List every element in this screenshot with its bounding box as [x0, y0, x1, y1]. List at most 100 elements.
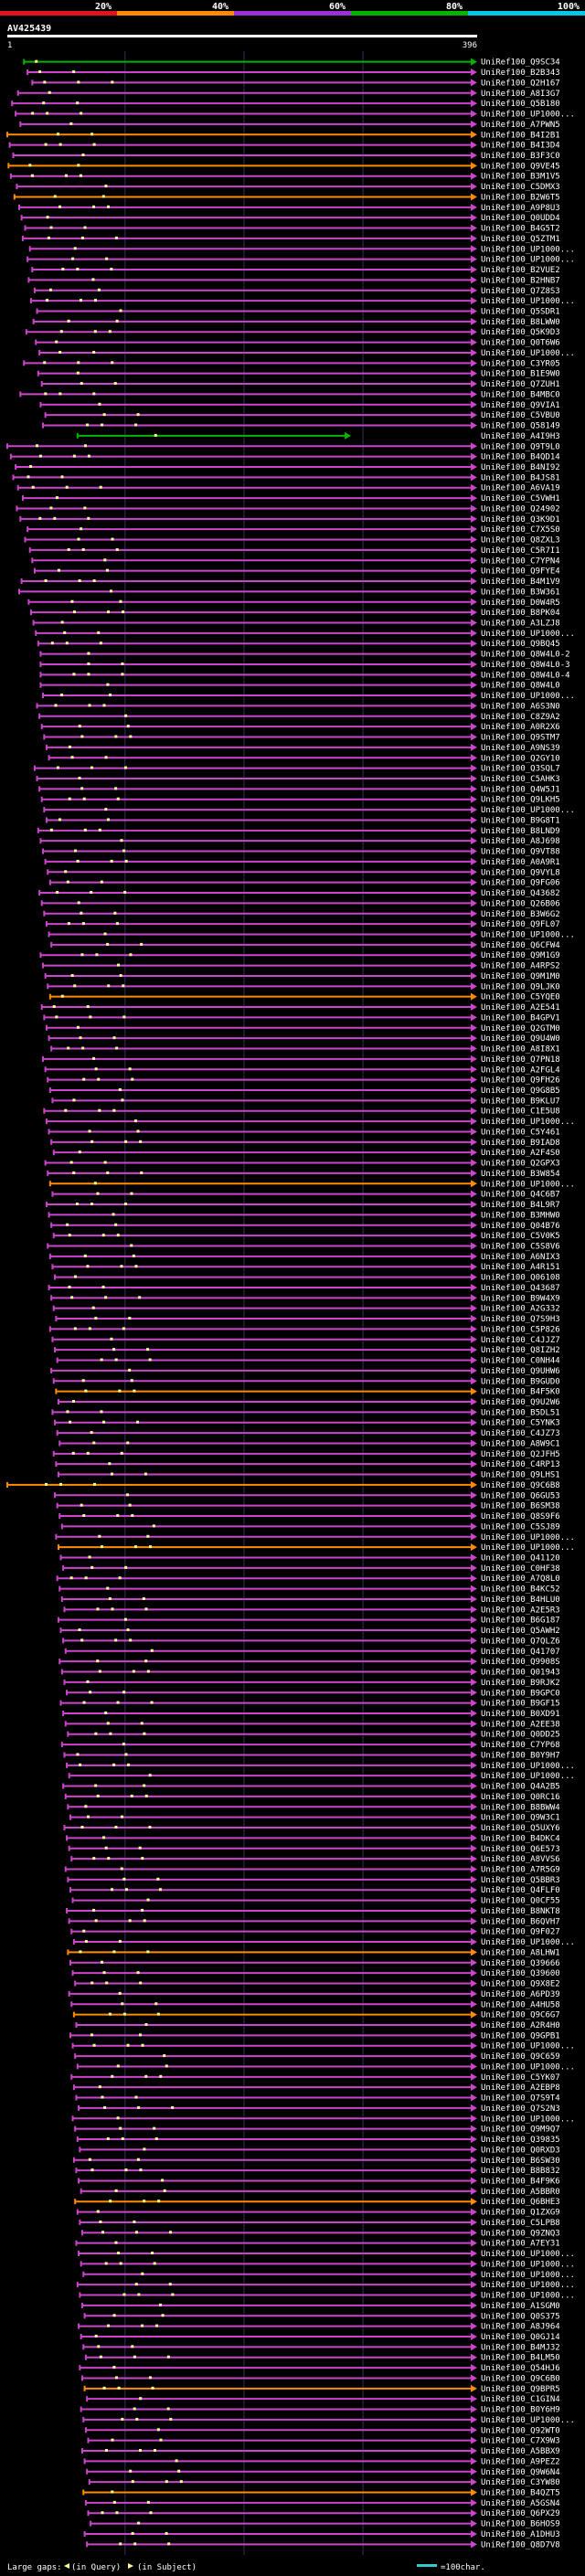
hit-label[interactable]: UniRef100_C4JZ73 [481, 1429, 560, 1438]
hit-row[interactable]: UniRef100_Q9908S [58, 1658, 560, 1667]
hit-row[interactable]: UniRef100_Q8W4L0-2 [39, 650, 570, 660]
hit-row[interactable]: UniRef100_C0HF38 [62, 1564, 560, 1574]
hit-row[interactable]: UniRef100_A6PD39 [68, 1989, 560, 1999]
hit-label[interactable]: UniRef100_A0R2X6 [481, 723, 560, 732]
hit-label[interactable]: UniRef100_Q0RC16 [481, 1793, 560, 1802]
hit-label[interactable]: UniRef100_B4JS81 [481, 473, 560, 482]
hit-row[interactable]: UniRef100_B4HLU0 [60, 1595, 560, 1605]
hit-row[interactable]: UniRef100_A6NIX3 [48, 1252, 560, 1262]
hit-row[interactable]: UniRef100_Q04B76 [50, 1221, 560, 1231]
hit-row[interactable]: UniRef100_C7X9W3 [87, 2436, 560, 2446]
hit-label[interactable]: UniRef100_UP1000... [481, 2260, 575, 2269]
hit-row[interactable]: UniRef100_Q9W6N4 [86, 2467, 560, 2477]
hit-label[interactable]: UniRef100_Q6PX29 [481, 2509, 560, 2518]
hit-label[interactable]: UniRef100_C5R7I1 [481, 546, 560, 556]
hit-label[interactable]: UniRef100_Q5AWH2 [481, 1627, 560, 1636]
hit-label[interactable]: UniRef100_C5VBU0 [481, 411, 560, 420]
hit-label[interactable]: UniRef100_Q41120 [481, 1553, 560, 1563]
hit-label[interactable]: UniRef100_UP1000... [481, 1772, 575, 1781]
hit-row[interactable]: UniRef100_C8Z9A2 [38, 712, 560, 722]
hit-label[interactable]: UniRef100_UP1000... [481, 2062, 575, 2072]
hit-row[interactable]: UniRef100_B4I3D4 [8, 141, 560, 151]
hit-row[interactable]: UniRef100_Q01943 [60, 1668, 560, 1678]
hit-label[interactable]: UniRef100_A8W9C1 [481, 1439, 560, 1448]
hit-row[interactable]: UniRef100_Q54HJ6 [79, 2364, 560, 2373]
hit-row[interactable]: UniRef100_UP1000... [45, 1118, 575, 1127]
hit-row[interactable]: UniRef100_A1DHU3 [83, 2529, 560, 2539]
hit-label[interactable]: UniRef100_UP1000... [481, 245, 575, 254]
hit-label[interactable]: UniRef100_B2B343 [481, 69, 560, 78]
hit-label[interactable]: UniRef100_A9PEZ2 [481, 2457, 560, 2466]
hit-label[interactable]: UniRef100_Q9C6G7 [481, 2011, 560, 2020]
hit-row[interactable]: UniRef100_Q9BQ45 [37, 640, 560, 649]
hit-label[interactable]: UniRef100_C5AHK3 [481, 775, 560, 784]
hit-row[interactable]: UniRef100_UP1000... [48, 1180, 575, 1189]
hit-label[interactable]: UniRef100_B4F9K6 [481, 2177, 560, 2186]
hit-row[interactable]: UniRef100_UP1000... [27, 255, 575, 265]
hit-row[interactable]: UniRef100_Q9F027 [70, 1927, 560, 1937]
hit-row[interactable]: UniRef100_UP1000... [35, 629, 575, 639]
hit-row[interactable]: UniRef100_Q2GY10 [48, 754, 560, 763]
hit-row[interactable]: UniRef100_A2G332 [52, 1304, 560, 1314]
hit-row[interactable]: UniRef100_B2B343 [27, 69, 560, 78]
hit-label[interactable]: UniRef100_A8LHW1 [481, 1948, 560, 1957]
hit-label[interactable]: UniRef100_UP1000... [481, 2271, 575, 2280]
hit-label[interactable]: UniRef100_UP1000... [481, 1180, 575, 1189]
hit-row[interactable]: UniRef100_B8B832 [75, 2167, 560, 2176]
hit-label[interactable]: UniRef100_Q9FL07 [481, 920, 560, 929]
hit-row[interactable]: UniRef100_C4JZ73 [56, 1429, 560, 1438]
hit-row[interactable]: UniRef100_A8LHW1 [67, 1948, 560, 1957]
hit-label[interactable]: UniRef100_Q9T9L0 [481, 442, 560, 451]
hit-row[interactable]: UniRef100_B4JS81 [12, 473, 560, 482]
hit-label[interactable]: UniRef100_Q0GJ14 [481, 2333, 560, 2342]
hit-row[interactable]: UniRef100_UP1000... [66, 1761, 575, 1771]
hit-label[interactable]: UniRef100_B3M1V5 [481, 173, 560, 182]
hit-row[interactable]: UniRef100_Q8ZXL3 [24, 535, 560, 546]
hit-row[interactable]: UniRef100_A5BBX9 [80, 2447, 560, 2456]
hit-row[interactable]: UniRef100_Q6BHE3 [74, 2198, 560, 2207]
hit-label[interactable]: UniRef100_Q9908S [481, 1658, 560, 1667]
hit-row[interactable]: UniRef100_B8LND9 [37, 826, 560, 836]
hit-label[interactable]: UniRef100_Q9W6N4 [481, 2468, 560, 2477]
hit-label[interactable]: UniRef100_B8BWW4 [481, 1803, 560, 1812]
hit-label[interactable]: UniRef100_UP1000... [481, 2115, 575, 2124]
hit-label[interactable]: UniRef100_Q58149 [481, 422, 560, 431]
hit-row[interactable]: UniRef100_B4GPV1 [43, 1013, 560, 1023]
hit-label[interactable]: UniRef100_A7PWN5 [481, 121, 560, 130]
hit-row[interactable]: UniRef100_B9W4X9 [50, 1294, 560, 1303]
hit-row[interactable]: UniRef100_A8J698 [39, 837, 560, 846]
hit-row[interactable]: UniRef100_UP1000... [15, 110, 575, 120]
hit-label[interactable]: UniRef100_Q9GPB1 [481, 2031, 560, 2041]
hit-row[interactable]: UniRef100_Q9C6B0 [80, 2374, 560, 2383]
hit-label[interactable]: UniRef100_B9IAD8 [481, 1139, 560, 1148]
hit-label[interactable]: UniRef100_Q9STM7 [481, 734, 560, 743]
hit-row[interactable]: UniRef100_A6VA19 [16, 483, 560, 493]
hit-label[interactable]: UniRef100_Q9LJK0 [481, 982, 560, 991]
hit-row[interactable]: UniRef100_C5YK07 [70, 2072, 560, 2083]
hit-label[interactable]: UniRef100_Q06108 [481, 1274, 560, 1283]
hit-row[interactable]: UniRef100_B9GPC0 [66, 1689, 560, 1698]
hit-row[interactable]: UniRef100_Q9GPB1 [69, 2031, 560, 2041]
hit-label[interactable]: UniRef100_Q39600 [481, 1969, 560, 1978]
hit-label[interactable]: UniRef100_Q4FLF0 [481, 1886, 560, 1895]
hit-label[interactable]: UniRef100_A6S3N0 [481, 702, 560, 711]
hit-row[interactable]: UniRef100_A5BBR0 [80, 2187, 560, 2197]
hit-label[interactable]: UniRef100_Q8ZXL3 [481, 536, 560, 546]
hit-label[interactable]: UniRef100_Q0RXD3 [481, 2146, 560, 2155]
hit-row[interactable]: UniRef100_B4F9K6 [78, 2177, 560, 2186]
hit-label[interactable]: UniRef100_A4I9H3 [481, 432, 560, 441]
hit-label[interactable]: UniRef100_Q2GPX3 [481, 1160, 560, 1169]
hit-row[interactable]: UniRef100_Q39666 [69, 1958, 560, 1968]
hit-label[interactable]: UniRef100_A9P8U3 [481, 204, 560, 213]
hit-row[interactable]: UniRef100_Q9LHS1 [57, 1470, 560, 1480]
hit-row[interactable]: UniRef100_B4L9R7 [45, 1201, 560, 1210]
hit-label[interactable]: UniRef100_Q4W5J1 [481, 785, 560, 794]
hit-label[interactable]: UniRef100_C5V0K5 [481, 1232, 560, 1241]
hit-row[interactable]: UniRef100_B4QZT5 [82, 2488, 560, 2497]
hit-label[interactable]: UniRef100_UP1000... [481, 111, 575, 120]
hit-row[interactable]: UniRef100_C5Y461 [48, 1128, 560, 1137]
hit-row[interactable]: UniRef100_Q2H167 [31, 79, 560, 88]
hit-row[interactable]: UniRef100_Q5SDR1 [36, 307, 560, 316]
hit-label[interactable]: UniRef100_A6PD39 [481, 1990, 560, 1999]
hit-row[interactable]: UniRef100_B6SW30 [72, 2156, 560, 2166]
